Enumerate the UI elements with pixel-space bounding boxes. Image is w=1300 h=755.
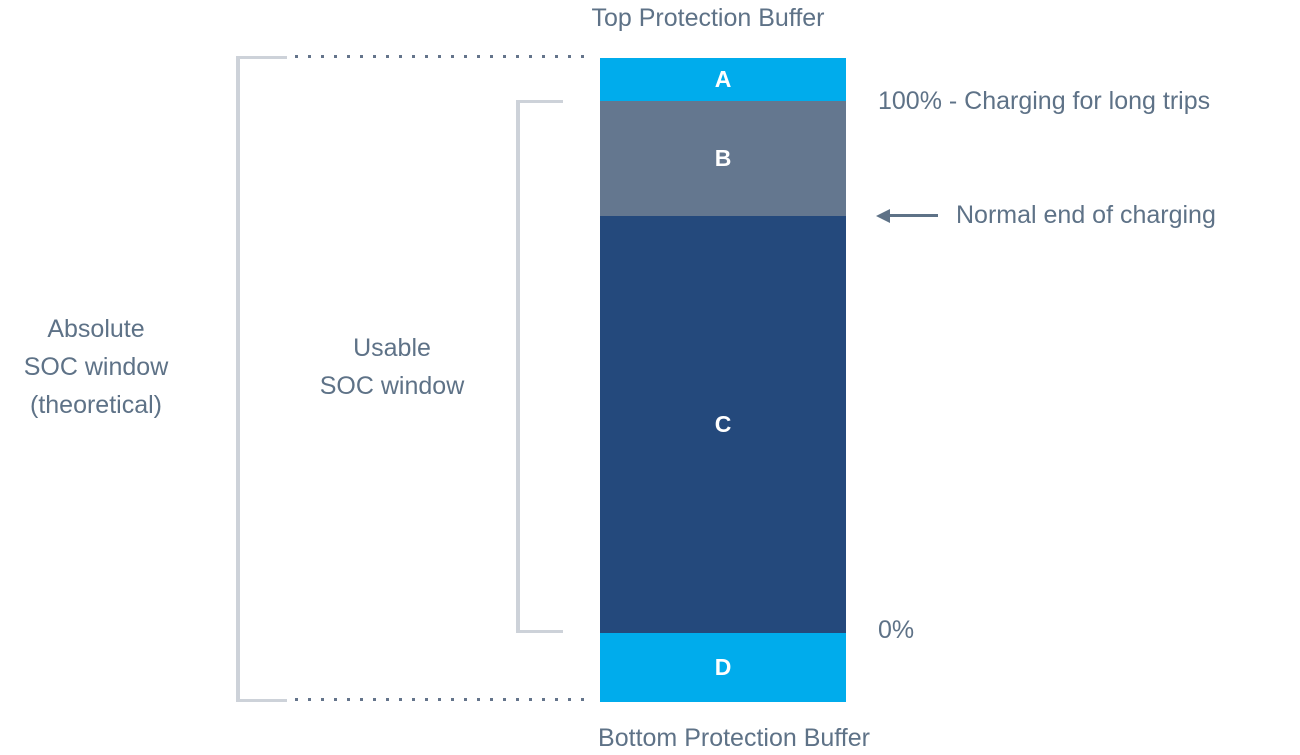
bar-segment-a: A — [600, 58, 846, 101]
bottom-buffer-title: Bottom Protection Buffer — [598, 724, 870, 752]
segment-label-d: D — [714, 654, 732, 680]
usable-soc-window-label: Usable SOC window — [306, 329, 478, 405]
absolute-soc-window-label: Absolute SOC window (theoretical) — [10, 310, 182, 424]
bottom-dotted-line — [295, 698, 592, 701]
usable-label-line-1: Usable — [353, 334, 431, 362]
absolute-label-line-3: (theoretical) — [30, 391, 162, 419]
arrow-line — [890, 214, 938, 217]
segment-label-a: A — [714, 66, 732, 92]
usable-label-line-2: SOC window — [319, 372, 465, 400]
top-dotted-line — [295, 55, 592, 58]
absolute-label-line-1: Absolute — [47, 315, 145, 343]
full-charge-annotation: 100% - Charging for long trips — [878, 87, 1211, 115]
absolute-label-line-2: SOC window — [23, 353, 169, 381]
zero-percent-annotation: 0% — [878, 616, 915, 644]
bar-segment-b: B — [600, 101, 846, 216]
bar-segment-d: D — [600, 633, 846, 702]
bar-segment-c: C — [600, 216, 846, 633]
normal-end-annotation: Normal end of charging — [876, 201, 1216, 230]
left-arrow-icon — [876, 208, 938, 223]
absolute-window-bracket — [236, 56, 287, 702]
normal-end-label: Normal end of charging — [956, 201, 1216, 229]
arrow-head — [876, 208, 890, 223]
usable-window-bracket — [516, 100, 563, 633]
top-buffer-title: Top Protection Buffer — [591, 4, 825, 32]
segment-label-b: B — [714, 145, 732, 171]
segment-label-c: C — [714, 411, 732, 437]
soc-bar: A B C D — [600, 58, 846, 702]
